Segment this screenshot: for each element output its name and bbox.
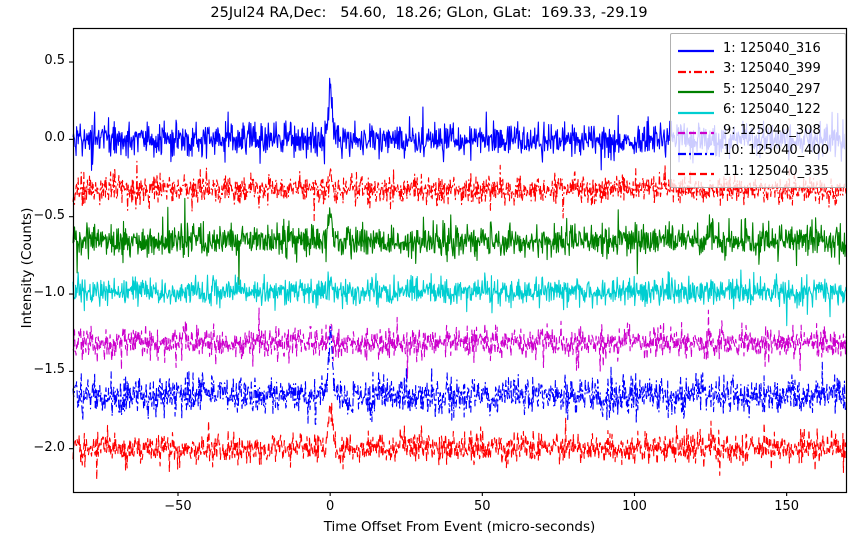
y-tick-label: 0.0 — [44, 130, 65, 146]
legend-label: 10: 125040_400 — [723, 143, 829, 159]
trace-group — [72, 77, 847, 481]
legend-item[interactable]: 5: 125040_297 — [677, 79, 840, 100]
legend-label: 6: 125040_122 — [723, 102, 821, 118]
legend-line-swatch — [677, 63, 715, 75]
trace-line — [72, 402, 847, 481]
legend-label: 11: 125040_335 — [723, 163, 829, 179]
legend-line-swatch — [677, 124, 715, 136]
y-tick-label: 0.5 — [44, 53, 65, 69]
legend-item[interactable]: 6: 125040_122 — [677, 100, 840, 121]
legend-item[interactable]: 11: 125040_335 — [677, 161, 840, 182]
legend-item[interactable]: 9: 125040_308 — [677, 120, 840, 141]
legend-label: 5: 125040_297 — [723, 81, 821, 97]
trace-line — [72, 197, 847, 286]
legend-label: 9: 125040_308 — [723, 122, 821, 138]
legend-label: 1: 125040_316 — [723, 40, 821, 56]
x-tick-label: 150 — [774, 499, 800, 514]
axes-frame — [72, 27, 848, 494]
x-tick-label: 0 — [326, 499, 335, 514]
y-axis-label: Intensity (Counts) — [19, 207, 35, 329]
legend-line-swatch — [677, 104, 715, 116]
legend-line-swatch — [677, 145, 715, 157]
y-tick-label: −0.5 — [33, 207, 65, 223]
y-tick-label: −1.0 — [33, 285, 65, 301]
x-tick-label: −50 — [164, 499, 192, 514]
x-tick-label: 50 — [474, 499, 491, 514]
x-tick-label: 100 — [622, 499, 647, 514]
trace-line — [72, 269, 847, 327]
y-tick-label: −2.0 — [33, 439, 65, 455]
y-tick-label: −1.5 — [33, 362, 65, 378]
legend[interactable]: 1: 125040_316 3: 125040_399 5: 125040_297 6… — [670, 33, 846, 188]
legend-line-swatch — [677, 165, 715, 177]
legend-item[interactable]: 10: 125040_400 — [677, 141, 840, 162]
legend-label: 3: 125040_399 — [723, 61, 821, 77]
legend-line-swatch — [677, 83, 715, 95]
chart-title: 25Jul24 RA,Dec: 54.60, 18.26; GLon, GLat… — [210, 5, 648, 21]
trace-line — [72, 307, 847, 379]
legend-item[interactable]: 3: 125040_399 — [677, 59, 840, 80]
legend-line-swatch — [677, 42, 715, 54]
x-axis-label: Time Offset From Event (micro-seconds) — [323, 519, 596, 535]
legend-item[interactable]: 1: 125040_316 — [677, 38, 840, 59]
trace-line — [72, 326, 847, 426]
